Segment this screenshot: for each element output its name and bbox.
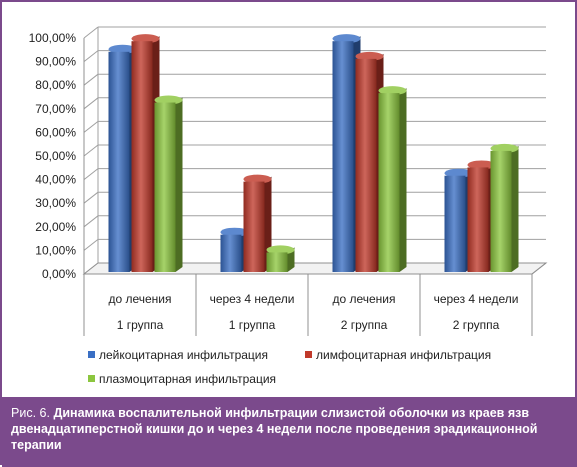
bar-side xyxy=(287,247,295,272)
bar-top xyxy=(131,34,160,44)
x-tick-label-group: 1 группа xyxy=(117,318,164,332)
x-tick-label-group: 2 группа xyxy=(453,318,500,332)
y-tick-label: 100,00% xyxy=(29,31,77,45)
gridline-side xyxy=(83,26,99,39)
bar-top xyxy=(154,95,183,105)
gridline-side xyxy=(83,215,99,228)
bar-top xyxy=(332,34,361,44)
legend-swatch xyxy=(88,351,95,358)
bar xyxy=(332,41,354,273)
bar xyxy=(131,41,153,273)
bar-top xyxy=(220,227,249,237)
bar xyxy=(108,51,130,272)
x-tick-label: до лечения xyxy=(108,292,171,306)
y-tick-label: 10,00% xyxy=(35,243,76,257)
bar-top xyxy=(444,168,473,178)
bar-chart: 0,00% 10,00% 20,00% 30,00% 40,00% 50,00% 60,00… xyxy=(29,26,548,386)
caption-body: Динамика воспалительной инфильтрации сли… xyxy=(11,406,538,452)
bar-side xyxy=(399,88,407,272)
bar xyxy=(243,181,265,272)
gridline-side xyxy=(83,50,99,62)
x-tick-label-group: 1 группа xyxy=(229,318,276,332)
bar-top xyxy=(467,160,496,170)
caption-prefix: Рис. 6. xyxy=(11,406,50,420)
legend-label: плазмоцитарная инфильтрация xyxy=(99,372,276,386)
y-tick-label: 70,00% xyxy=(35,102,76,116)
y-tick-label: 90,00% xyxy=(35,55,76,69)
y-tick-label: 20,00% xyxy=(35,220,76,234)
legend-label: лимфоцитарная инфильтрация xyxy=(316,348,491,362)
y-tick-label: 80,00% xyxy=(35,78,76,92)
bar xyxy=(220,234,242,272)
x-tick-label-group: 2 группа xyxy=(341,318,388,332)
legend-label: лейкоцитарная инфильтрация xyxy=(99,348,268,362)
bar xyxy=(378,93,400,272)
bar-side xyxy=(175,97,183,272)
y-tick-label: 40,00% xyxy=(35,173,76,187)
y-tick-label: 60,00% xyxy=(35,125,76,139)
legend-swatch xyxy=(305,351,312,358)
figure-caption: Рис. 6. Динамика воспалительной инфильтр… xyxy=(2,397,577,467)
gridline-side xyxy=(83,144,99,157)
gridline-side xyxy=(83,239,99,251)
bar-top xyxy=(378,86,407,96)
gridline-side xyxy=(83,121,99,133)
gridline-side xyxy=(83,191,99,204)
x-tick-label: через 4 недели xyxy=(434,292,519,306)
bar-top xyxy=(243,174,272,184)
bar-top xyxy=(266,245,295,255)
y-tick-label: 30,00% xyxy=(35,196,76,210)
bar-side xyxy=(511,145,519,272)
bar-top xyxy=(108,44,137,54)
x-tick-label: через 4 недели xyxy=(210,292,295,306)
x-tick-label: до лечения xyxy=(332,292,395,306)
y-tick-label: 0,00% xyxy=(42,267,76,281)
bar xyxy=(490,150,512,272)
y-tick-label: 50,00% xyxy=(35,149,76,163)
gridline-side xyxy=(83,73,99,86)
floor-edge xyxy=(531,262,547,275)
gridline-side xyxy=(83,168,99,180)
bar xyxy=(467,167,489,272)
legend-swatch xyxy=(88,375,95,382)
bar xyxy=(266,252,288,272)
gridline-side xyxy=(83,97,99,110)
bar xyxy=(355,58,377,272)
bar xyxy=(444,175,466,272)
bar xyxy=(154,102,176,272)
caption-text: Рис. 6. Динамика воспалительной инфильтр… xyxy=(11,405,571,453)
bar-top xyxy=(355,51,384,61)
bar-top xyxy=(490,143,519,153)
